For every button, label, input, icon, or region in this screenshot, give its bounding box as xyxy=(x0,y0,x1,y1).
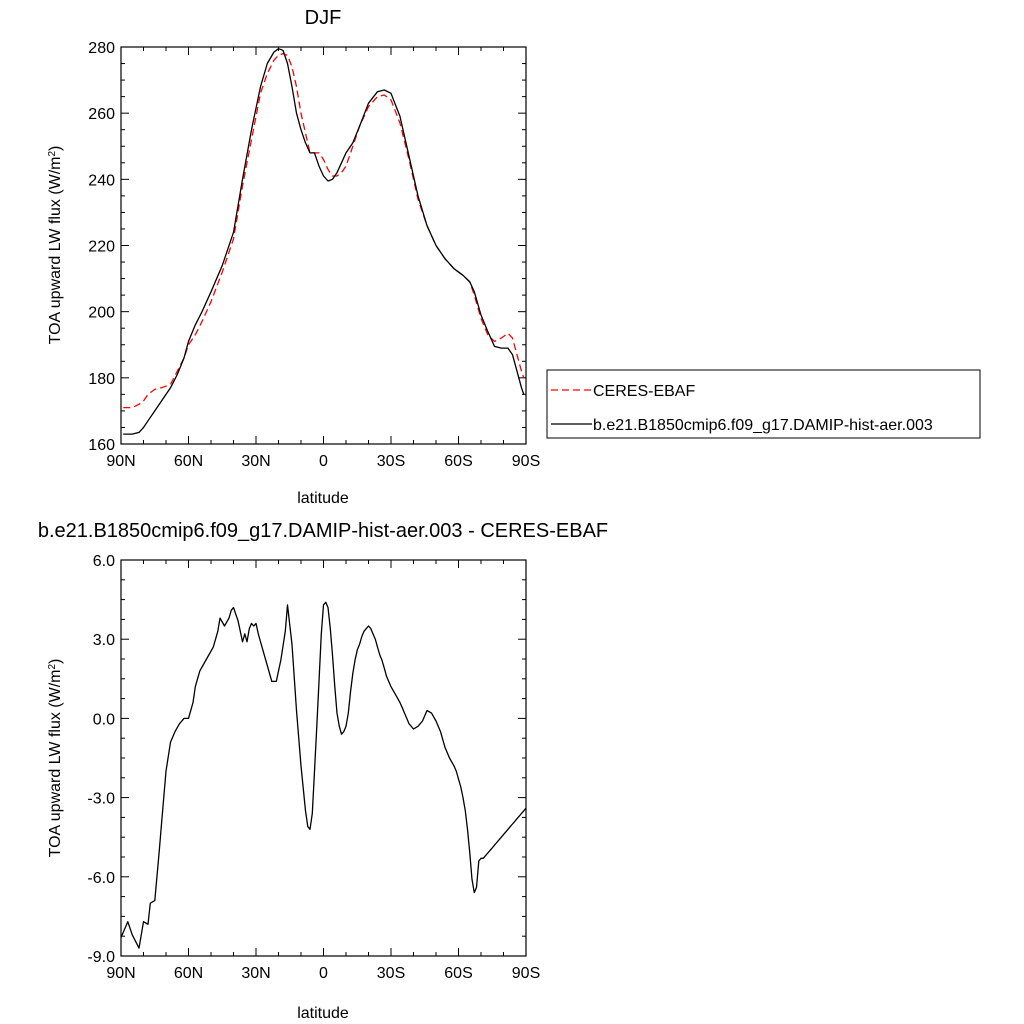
bottom-title: b.e21.B1850cmip6.f09_g17.DAMIP-hist-aer.… xyxy=(38,520,608,542)
bottom-panel: b.e21.B1850cmip6.f09_g17.DAMIP-hist-aer.… xyxy=(38,520,608,1022)
top-xtick-label: 90N xyxy=(106,453,135,470)
bottom-xtick-label: 60N xyxy=(174,965,203,982)
bottom-ytick-label: 0.0 xyxy=(93,711,115,728)
top-ytick-label: 180 xyxy=(88,371,115,388)
bottom-xlabel: latitude xyxy=(297,1005,349,1022)
bottom-ytick-label: -9.0 xyxy=(87,949,115,966)
top-ytick-label: 200 xyxy=(88,305,115,322)
bottom-xtick-label: 0 xyxy=(319,965,328,982)
legend-label-ceres: CERES-EBAF xyxy=(593,383,695,400)
top-xtick-label: 90S xyxy=(512,453,540,470)
bottom-xtick-label: 30N xyxy=(241,965,270,982)
top-panel: DJF 160 180 200 220 240 260 280 90N 60N 30N 0 30S 60… xyxy=(47,7,981,507)
bottom-series-group xyxy=(120,601,527,949)
bottom-axes: -9.0 -6.0 -3.0 0.0 3.0 6.0 90N 60N 30N 0 30S 60S 90S xyxy=(87,553,540,982)
bottom-xtick-label: 30S xyxy=(377,965,405,982)
top-ytick-label: 220 xyxy=(88,239,115,256)
bottom-ytick-label: 3.0 xyxy=(93,632,115,649)
bottom-series-line-difference xyxy=(120,601,527,949)
top-ytick-label: 160 xyxy=(88,437,115,454)
bottom-ylabel-text: TOA upward LW flux (W/m xyxy=(47,670,64,858)
top-ylabel-end: ) xyxy=(47,146,64,151)
top-ylabel-sup: 2 xyxy=(47,151,58,157)
bottom-xtick-label: 60S xyxy=(444,965,472,982)
top-plot-frame xyxy=(120,46,527,445)
top-series-line-model xyxy=(123,48,525,435)
top-xtick-label: 0 xyxy=(319,453,328,470)
legend-box xyxy=(546,369,981,439)
bottom-ytick-label: -3.0 xyxy=(87,791,115,808)
top-xlabel: latitude xyxy=(297,490,349,507)
top-ytick-label: 280 xyxy=(88,40,115,57)
bottom-ylabel-end: ) xyxy=(47,659,64,664)
bottom-plot-frame xyxy=(120,559,527,957)
bottom-ylabel: TOA upward LW flux (W/m2) xyxy=(47,659,65,858)
top-series-group xyxy=(123,48,525,435)
top-ytick-label: 260 xyxy=(88,106,115,123)
top-ylabel-text: TOA upward LW flux (W/m xyxy=(47,157,64,345)
top-xtick-label: 60S xyxy=(444,453,472,470)
legend: CERES-EBAF b.e21.B1850cmip6.f09_g17.DAMI… xyxy=(546,369,981,439)
top-xtick-label: 30S xyxy=(377,453,405,470)
top-ytick-label: 240 xyxy=(88,172,115,189)
top-xtick-label: 60N xyxy=(174,453,203,470)
top-xtick-label: 30N xyxy=(241,453,270,470)
bottom-ytick-label: -6.0 xyxy=(87,870,115,887)
top-axes: 160 180 200 220 240 260 280 90N 60N 30N 0 30S 60S 90S xyxy=(88,40,540,470)
legend-label-model: b.e21.B1850cmip6.f09_g17.DAMIP-hist-aer.… xyxy=(593,417,933,434)
bottom-ylabel-sup: 2 xyxy=(47,664,58,670)
bottom-xtick-label: 90N xyxy=(106,965,135,982)
top-title: DJF xyxy=(305,7,342,29)
bottom-xtick-label: 90S xyxy=(512,965,540,982)
top-ylabel: TOA upward LW flux (W/m2) xyxy=(47,146,65,345)
bottom-ytick-label: 6.0 xyxy=(93,553,115,570)
top-series-line-ceres-ebaf xyxy=(123,52,525,409)
